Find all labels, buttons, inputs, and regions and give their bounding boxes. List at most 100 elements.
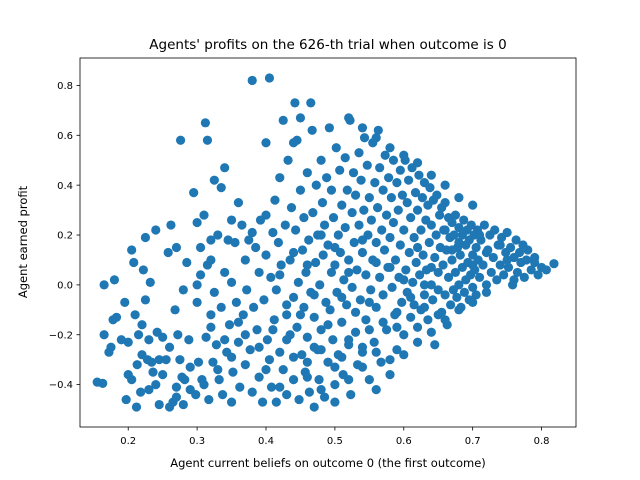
data-point bbox=[316, 385, 326, 395]
data-point bbox=[220, 267, 230, 278]
data-point bbox=[171, 382, 182, 392]
data-point bbox=[379, 245, 390, 255]
data-point bbox=[144, 385, 154, 395]
data-point bbox=[364, 193, 374, 203]
data-point bbox=[369, 337, 379, 347]
data-point bbox=[206, 322, 216, 332]
data-point bbox=[468, 260, 478, 270]
data-point bbox=[121, 394, 131, 405]
data-point bbox=[431, 230, 441, 240]
data-point bbox=[318, 250, 328, 260]
data-point bbox=[344, 267, 354, 278]
data-point bbox=[136, 387, 146, 397]
data-point bbox=[244, 235, 254, 245]
data-point bbox=[185, 362, 195, 372]
data-point bbox=[297, 350, 307, 360]
data-point bbox=[347, 282, 357, 292]
data-point bbox=[151, 225, 161, 235]
data-point bbox=[317, 198, 328, 208]
data-point bbox=[252, 325, 262, 335]
data-point bbox=[371, 237, 381, 248]
data-point bbox=[490, 225, 500, 235]
data-point bbox=[315, 280, 325, 290]
data-point bbox=[330, 362, 340, 372]
data-point bbox=[213, 230, 223, 240]
data-point bbox=[299, 302, 309, 312]
data-point bbox=[132, 360, 142, 370]
data-point bbox=[268, 227, 278, 238]
data-point bbox=[328, 212, 339, 223]
data-point bbox=[316, 230, 326, 240]
data-point bbox=[433, 267, 443, 278]
data-point bbox=[549, 259, 559, 269]
data-point bbox=[440, 198, 450, 208]
data-point bbox=[412, 205, 423, 215]
data-point bbox=[406, 312, 416, 322]
data-point bbox=[288, 247, 299, 258]
data-point bbox=[311, 180, 321, 190]
data-point bbox=[371, 302, 381, 312]
data-point bbox=[454, 193, 464, 203]
data-point bbox=[192, 297, 202, 307]
data-point bbox=[129, 257, 139, 268]
data-point bbox=[228, 367, 238, 377]
data-point bbox=[291, 225, 301, 235]
data-point bbox=[521, 255, 532, 265]
data-point bbox=[450, 210, 461, 220]
data-point bbox=[404, 175, 414, 185]
data-point bbox=[502, 255, 512, 265]
data-point bbox=[392, 178, 402, 188]
data-point bbox=[120, 297, 130, 307]
data-point bbox=[361, 270, 371, 280]
data-point bbox=[357, 362, 368, 372]
data-point bbox=[426, 280, 436, 290]
data-point bbox=[144, 335, 154, 345]
y-tick-label: 0.6 bbox=[57, 131, 73, 142]
data-point bbox=[440, 290, 450, 300]
data-point bbox=[249, 302, 259, 312]
data-point bbox=[385, 232, 395, 243]
plot-frame bbox=[79, 57, 577, 428]
data-point bbox=[373, 202, 383, 213]
data-point bbox=[357, 342, 368, 352]
data-point bbox=[385, 355, 395, 365]
data-point bbox=[481, 280, 492, 290]
data-point bbox=[426, 262, 436, 273]
data-point bbox=[271, 285, 281, 295]
data-point bbox=[371, 385, 381, 395]
data-point bbox=[371, 257, 381, 268]
data-point bbox=[247, 387, 257, 397]
data-point bbox=[290, 98, 300, 108]
data-point bbox=[206, 310, 216, 320]
data-point bbox=[380, 150, 390, 160]
data-point bbox=[202, 135, 213, 145]
data-point bbox=[385, 370, 395, 380]
data-point bbox=[399, 330, 409, 340]
data-point bbox=[401, 265, 411, 275]
data-point bbox=[147, 357, 157, 367]
data-point bbox=[344, 255, 354, 265]
data-point bbox=[356, 175, 366, 185]
data-point bbox=[381, 325, 392, 335]
data-point bbox=[375, 163, 385, 173]
data-point bbox=[275, 173, 285, 183]
data-point bbox=[235, 382, 245, 392]
data-point bbox=[240, 360, 250, 370]
data-point bbox=[323, 320, 333, 330]
data-point bbox=[412, 322, 423, 332]
data-point bbox=[319, 220, 330, 230]
data-point bbox=[226, 352, 237, 362]
chart-title: Agents' profits on the 626-th trial when… bbox=[149, 37, 506, 53]
data-point bbox=[377, 225, 387, 235]
y-tick-label: 0.4 bbox=[57, 181, 73, 192]
data-point bbox=[321, 297, 331, 307]
data-point bbox=[362, 160, 372, 170]
data-point bbox=[447, 217, 457, 228]
data-point bbox=[357, 235, 368, 245]
data-point bbox=[323, 357, 333, 367]
data-point bbox=[266, 272, 276, 283]
data-point bbox=[447, 245, 457, 255]
data-point bbox=[288, 375, 299, 385]
data-point bbox=[309, 402, 319, 412]
data-point bbox=[151, 380, 161, 390]
